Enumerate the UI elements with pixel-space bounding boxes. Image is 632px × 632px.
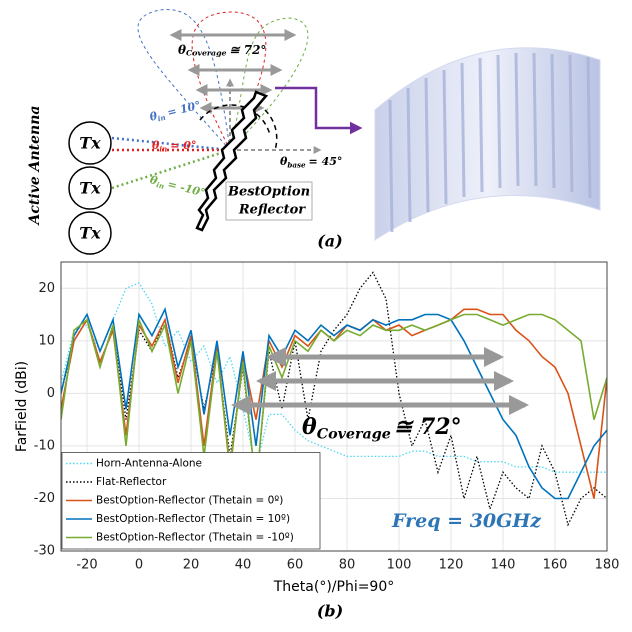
legend-label: Horn-Antenna-Alone	[96, 458, 202, 470]
symbol: θ	[148, 109, 159, 124]
x-axis-label: Theta(°)/Phi=90°	[273, 579, 395, 595]
text: = 10°	[166, 99, 202, 120]
x-tick-label: 0	[135, 558, 143, 573]
subscript: base	[287, 160, 306, 169]
symbol: θ	[152, 139, 160, 152]
x-tick-label: 140	[491, 558, 516, 573]
symbol: θ	[178, 43, 186, 57]
y-tick-label: 0	[47, 386, 55, 401]
math-label: θin= 10°	[148, 99, 202, 125]
math-label: θCoverage ≅ 72°	[178, 43, 266, 58]
subscript: in	[155, 180, 165, 191]
text: ≅ 72°	[394, 414, 462, 440]
angle-arc	[264, 109, 278, 151]
subscript: in	[157, 113, 167, 124]
subscript: Coverage	[186, 49, 227, 58]
y-tick-label: -20	[34, 491, 55, 506]
reflector-label: BestOption	[227, 185, 310, 200]
x-tick-label: -20	[76, 558, 97, 573]
symbol: θ	[302, 414, 317, 440]
angle-arc	[199, 104, 271, 136]
caption: (b)	[317, 602, 343, 621]
math-label: θin = 0°	[152, 139, 196, 153]
y-axis-label: FarField (dBi)	[14, 361, 30, 452]
subscript: in	[159, 144, 167, 153]
math-label: θin= -10°	[148, 173, 206, 201]
y-tick-label: -10	[34, 438, 55, 453]
legend-label: BestOption-Reflector (Thetain = -10º)	[96, 532, 294, 544]
y-tick-label: -30	[34, 544, 55, 559]
antenna-label: Active Antenna	[27, 106, 43, 227]
reflector-ridges	[388, 52, 592, 233]
tx-label: Tx	[79, 134, 101, 153]
x-tick-label: 40	[235, 558, 252, 573]
reflector-label: Reflector	[238, 203, 306, 218]
symbol: θ	[149, 173, 160, 188]
series-line	[61, 313, 607, 488]
tx-circle	[68, 121, 112, 165]
plot: -20 0 20 40 60 80 100 120 140 160 180 -30 -20 -10 0 10 2…	[14, 261, 620, 595]
x-tick-label: 160	[543, 558, 568, 573]
x-tick-label: 80	[339, 558, 356, 573]
math-label: θbase = 45°	[280, 155, 342, 169]
x-tick-label: 60	[287, 558, 304, 573]
y-tick-label: 10	[38, 333, 55, 348]
pointer	[275, 86, 363, 135]
coverage-arrows	[169, 29, 297, 114]
series-line	[61, 306, 607, 500]
reflector-3d	[374, 47, 601, 241]
label-box	[225, 181, 313, 221]
legend-box	[61, 452, 321, 550]
legend-label: BestOption-Reflector (Thetain = 0º)	[96, 495, 283, 507]
beam-lobe	[137, 9, 231, 151]
x-tick-label: 120	[439, 558, 464, 573]
frequency-label: Freq = 30GHz	[391, 510, 542, 532]
beam-lobe	[191, 11, 267, 151]
beam-lobe	[229, 17, 309, 151]
math-label: θCoverage ≅ 72°	[302, 414, 462, 443]
legend-label: Flat-Reflector	[96, 476, 167, 488]
y-tick-label: 20	[38, 281, 55, 296]
text: = -10°	[166, 178, 206, 200]
subscript: Coverage	[317, 427, 391, 443]
x-tick-label: 180	[595, 558, 620, 573]
reflector	[195, 90, 269, 232]
plot-frame	[60, 261, 608, 552]
tx-circle	[68, 211, 112, 255]
tx-circle	[68, 166, 112, 210]
text: ≅ 72°	[230, 43, 267, 57]
tx-label: Tx	[79, 224, 101, 243]
feed-line	[111, 148, 231, 190]
x-tick-label: 20	[183, 558, 200, 573]
diagram-a: Active Antenna Tx Tx Tx BestOption Refle…	[27, 9, 601, 255]
symbol: θ	[280, 155, 288, 168]
tx-label: Tx	[79, 179, 101, 198]
x-tick-label: 100	[387, 558, 412, 573]
text: = 45°	[309, 155, 343, 168]
caption: (a)	[317, 232, 343, 251]
legend-label: BestOption-Reflector (Thetain = 10º)	[96, 513, 290, 525]
text: = 0°	[170, 139, 196, 152]
series-line	[61, 282, 607, 473]
